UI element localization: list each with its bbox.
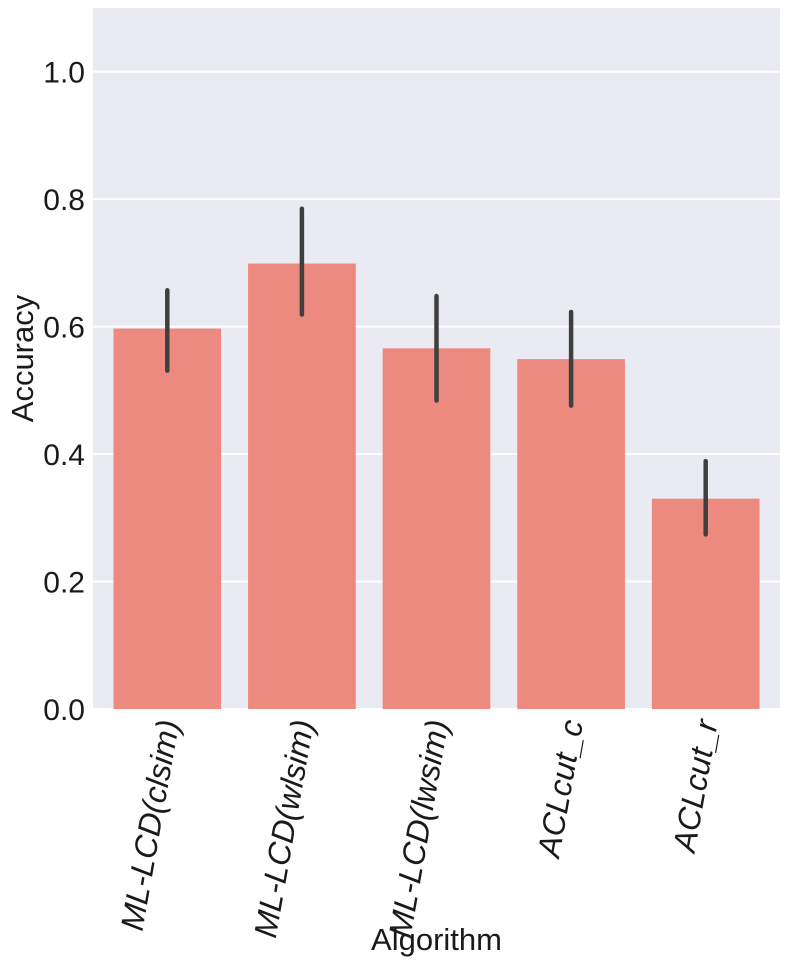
x-tick-labels: ML-LCD(clsim) ML-LCD(wlsim) ML-LCD(lwsim) A… (114, 716, 725, 941)
x-tick-label: ML-LCD(lwsim) (382, 717, 456, 940)
bars (113, 263, 760, 709)
bar (248, 263, 356, 709)
x-tick-label: ACLcut_c (530, 717, 590, 862)
x-tick-label: ACLcut_r (666, 716, 725, 857)
y-tick-label: 0.2 (43, 567, 85, 600)
bar (382, 348, 491, 709)
y-tick-label: 0.6 (43, 312, 85, 345)
x-tick-label: ML-LCD(wlsim) (247, 717, 321, 940)
y-tick-labels: 0.0 0.2 0.4 0.6 0.8 1.0 (43, 57, 85, 727)
y-tick-label: 0.8 (43, 184, 85, 217)
y-axis-label: Accuracy (5, 294, 40, 422)
error-bars (165, 206, 708, 537)
y-tick-label: 0.0 (43, 694, 85, 727)
y-tick-label: 0.4 (43, 439, 85, 472)
x-axis-label: Algorithm (371, 922, 502, 957)
bar (113, 328, 222, 709)
y-tick-label: 1.0 (43, 57, 85, 90)
x-tick-label: ML-LCD(clsim) (114, 717, 186, 933)
bar (517, 359, 625, 709)
